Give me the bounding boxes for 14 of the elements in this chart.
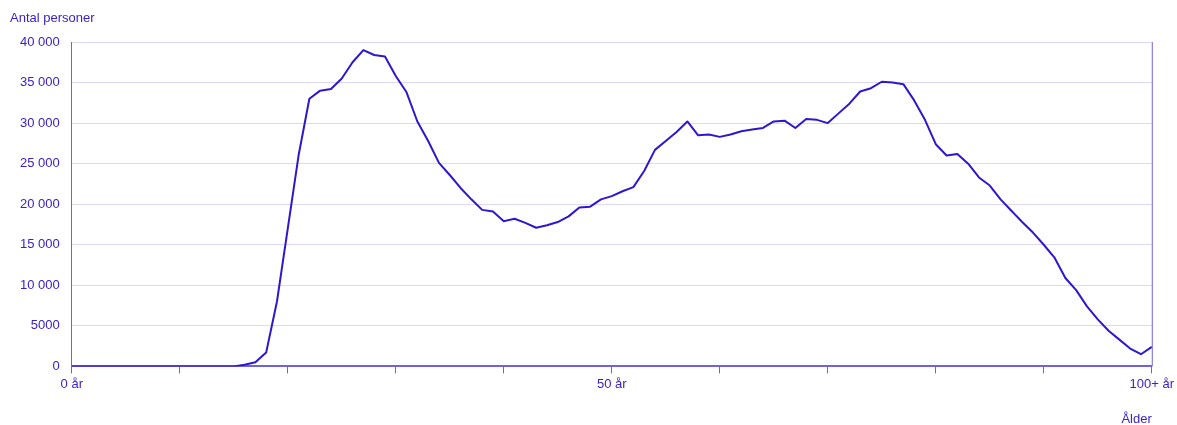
y-tick-label: 15 000 bbox=[20, 236, 60, 252]
y-tick-label: 25 000 bbox=[20, 155, 60, 171]
y-tick-label: 20 000 bbox=[20, 195, 60, 211]
y-tick-label: 30 000 bbox=[20, 114, 60, 130]
y-tick-label: 35 000 bbox=[20, 74, 60, 90]
x-tick-label: 0 år bbox=[60, 375, 84, 391]
x-axis-title: Ålder bbox=[1121, 411, 1153, 425]
y-tick-label: 10 000 bbox=[20, 276, 60, 292]
x-tick-label: 50 år bbox=[596, 375, 628, 391]
x-tick-label: 100+ år bbox=[1129, 375, 1175, 391]
y-tick-label: 0 bbox=[52, 357, 60, 373]
y-tick-label: 5000 bbox=[30, 317, 60, 333]
y-tick-label: 40 000 bbox=[20, 33, 60, 49]
y-axis-title: Antal personer bbox=[10, 10, 96, 25]
